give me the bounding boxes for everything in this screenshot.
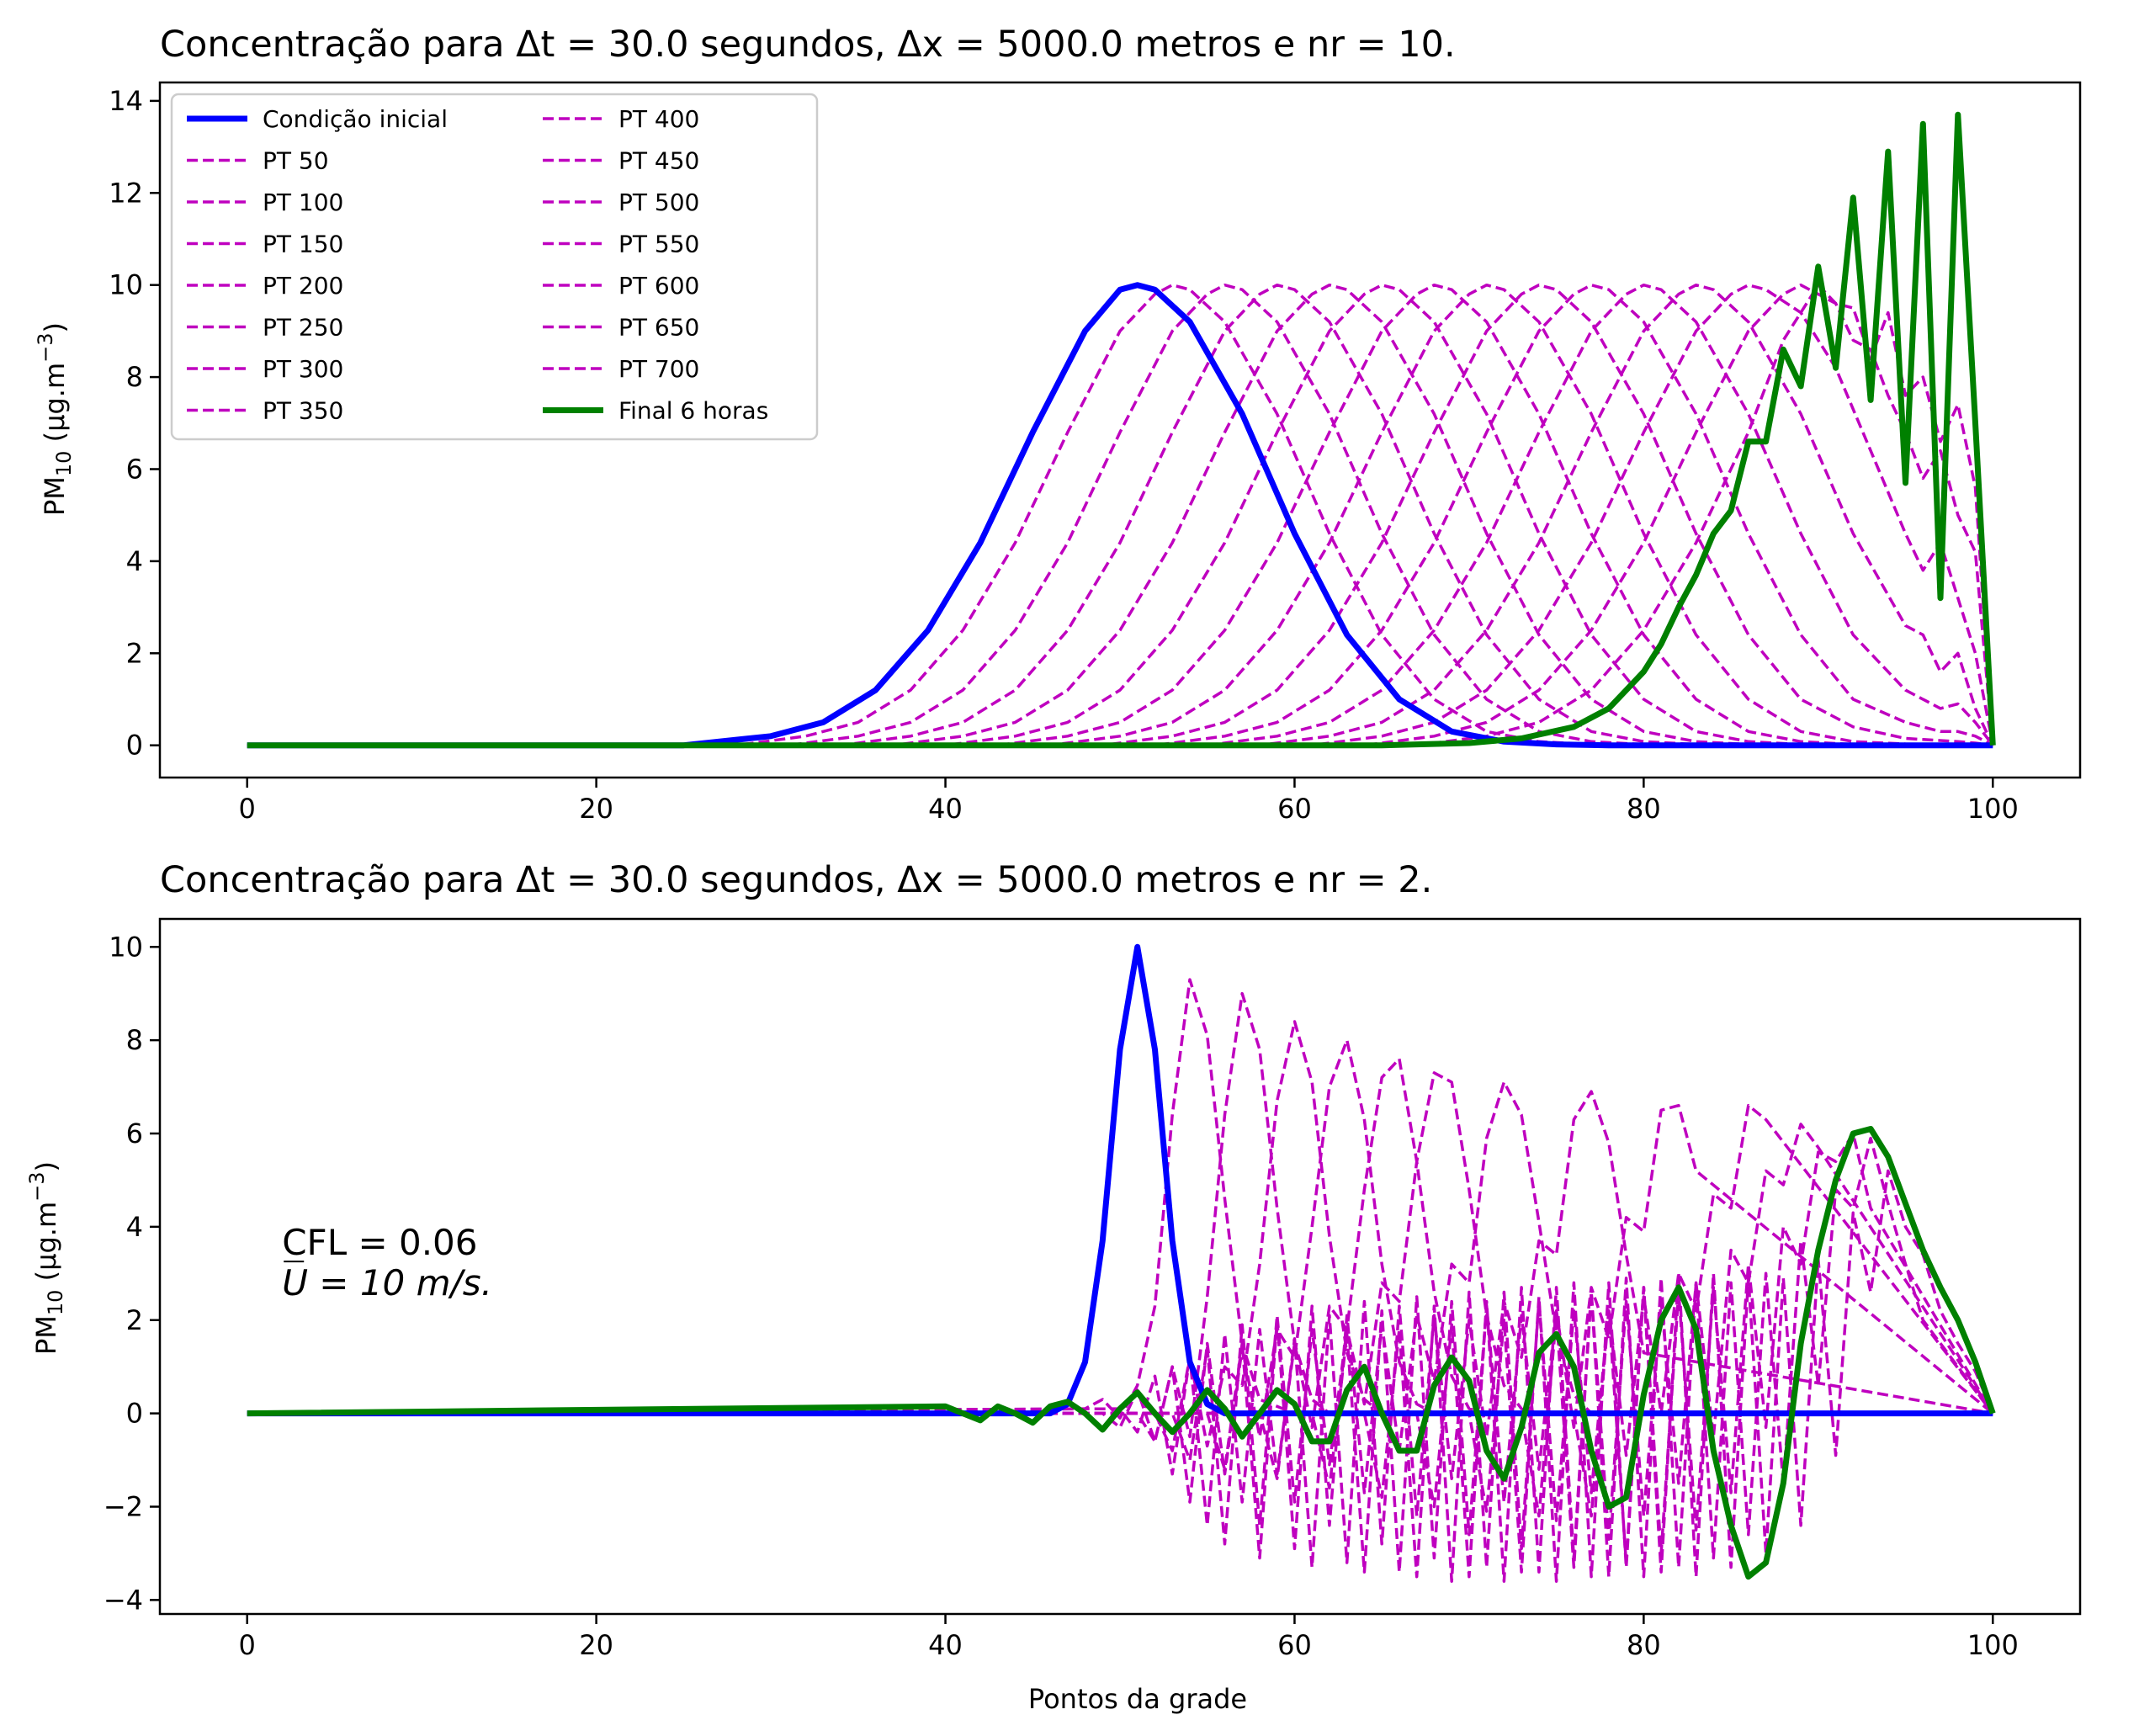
y-tick-label: 10 (109, 931, 143, 963)
series-line-final-6-horas (247, 1126, 1996, 1580)
x-tick-label: 40 (928, 793, 963, 825)
series-line-pt-600 (247, 283, 1995, 747)
legend: Condição inicial PT 50 PT 100 PT 150 PT 200 P… (170, 93, 819, 441)
y-tick-label: 6 (126, 1118, 143, 1149)
y-label-rest: (μg.m (30, 1202, 62, 1290)
series-line-pt-450 (247, 283, 1994, 747)
x-tick-label: 60 (1277, 793, 1312, 825)
y-tick-label: 12 (109, 177, 143, 209)
y-tick-label: 8 (126, 1024, 143, 1056)
legend-entry: PT 400 (618, 105, 699, 133)
series-line-pt-300 (247, 1071, 1993, 1546)
x-tick-label: 100 (1967, 793, 2019, 825)
x-tick-label: 60 (1277, 1629, 1312, 1661)
y-axis-label-bottom: PM10 (μg.m−3) (25, 1161, 67, 1355)
y-tick-label: 4 (126, 1211, 143, 1243)
y-tick-label: 2 (126, 1304, 143, 1336)
series-line-pt-550 (247, 1123, 1994, 1583)
legend-entry: PT 100 (263, 188, 343, 216)
annotation-cfl: CFL = 0.06 (282, 1222, 477, 1263)
legend-entry: PT 200 (263, 272, 343, 300)
y-label-close: ) (39, 322, 71, 332)
legend-entry: PT 600 (618, 272, 699, 300)
x-tick-label: 100 (1967, 1629, 2019, 1661)
svg-text:PM10 (μg.m−3): PM10 (μg.m−3) (25, 1161, 67, 1355)
series-line-pt-150 (247, 1020, 1993, 1476)
x-tick-label: 0 (239, 1629, 256, 1661)
y-tick-label: 2 (126, 637, 143, 669)
series-line-pt-350 (247, 283, 1993, 747)
legend-entry: PT 500 (618, 188, 699, 216)
chart-panel-bottom: Concentração para Δt = 30.0 segundos, Δx… (25, 859, 2082, 1715)
legend-entry: PT 700 (618, 355, 699, 383)
legend-entry: PT 450 (618, 147, 699, 175)
y-tick-label: 6 (126, 453, 143, 485)
series-line-pt-250 (247, 1057, 1993, 1527)
series-line-pt-450 (247, 1103, 1994, 1574)
y-tick-label: 4 (126, 545, 143, 577)
series-line-final-6-horas (247, 111, 1996, 749)
series-line-pt-400 (247, 1090, 1993, 1569)
plot-frame-top (158, 81, 2082, 779)
annotation: CFL = 0.06 U = 10 m/s. (282, 1222, 492, 1303)
x-tick-label: 20 (579, 1629, 613, 1661)
series-line-pt-100 (247, 283, 1993, 747)
y-label-close: ) (30, 1161, 62, 1171)
series-line-pt-550 (247, 283, 1994, 747)
annotation-velocity: U = 10 m/s. (282, 1262, 492, 1303)
x-tick-label: 80 (1627, 1629, 1661, 1661)
legend-entry: PT 350 (263, 397, 343, 425)
legend-entry: PT 650 (618, 314, 699, 342)
series-line-pt-500 (247, 283, 1994, 747)
y-tick-label: 10 (109, 269, 143, 301)
legend-entry: PT 300 (263, 355, 343, 383)
chart-title-top: Concentração para Δt = 30.0 segundos, Δx… (160, 24, 1456, 66)
x-axis-label: Pontos da grade (1028, 1683, 1247, 1715)
y-label-sup: −3 (25, 1171, 49, 1201)
y-tick-label: 8 (126, 361, 143, 393)
series-line-pt-50 (247, 978, 1993, 1420)
svg-text:PM10 (μg.m−3): PM10 (μg.m−3) (34, 322, 76, 516)
y-tick-label: 0 (126, 1398, 143, 1430)
legend-entry: Condição inicial (263, 105, 448, 133)
legend-entry: Final 6 horas (618, 397, 768, 425)
series-line-pt-300 (247, 283, 1993, 747)
legend-entry: PT 150 (263, 231, 343, 258)
y-label-main: PM (30, 1315, 62, 1355)
legend-entry: PT 250 (263, 314, 343, 342)
y-label-sup: −3 (34, 332, 57, 362)
chart-title-bottom: Concentração para Δt = 30.0 segundos, Δx… (160, 859, 1432, 901)
legend-entry: PT 50 (263, 147, 329, 175)
y-tick-label: −2 (104, 1490, 143, 1522)
chart-panel-top: Concentração para Δt = 30.0 segundos, Δx… (34, 24, 2082, 825)
y-label-sub: 10 (44, 1290, 67, 1316)
plot-frame-bottom (158, 917, 2082, 1616)
y-label-sub: 10 (52, 451, 76, 477)
series-line-pt-200 (247, 283, 1993, 747)
series-line-pt-400 (247, 283, 1993, 747)
x-tick-label: 20 (579, 793, 613, 825)
series-line-pt-100 (247, 991, 1993, 1443)
series-line-condição-inicial (247, 282, 1993, 749)
y-label-main: PM (39, 476, 71, 516)
series-line-pt-650 (247, 283, 1995, 747)
series-line-pt-150 (247, 283, 1993, 747)
x-tick-label: 0 (239, 793, 256, 825)
y-tick-label: 14 (109, 85, 143, 117)
x-tick-label: 40 (928, 1629, 963, 1661)
y-tick-label: −4 (104, 1584, 143, 1616)
y-tick-label: 0 (126, 730, 143, 762)
y-axis-label-top: PM10 (μg.m−3) (34, 322, 76, 516)
x-tick-label: 80 (1627, 793, 1661, 825)
series-line-pt-250 (247, 283, 1993, 747)
legend-entry: PT 550 (618, 231, 699, 258)
y-label-rest: (μg.m (39, 363, 71, 451)
